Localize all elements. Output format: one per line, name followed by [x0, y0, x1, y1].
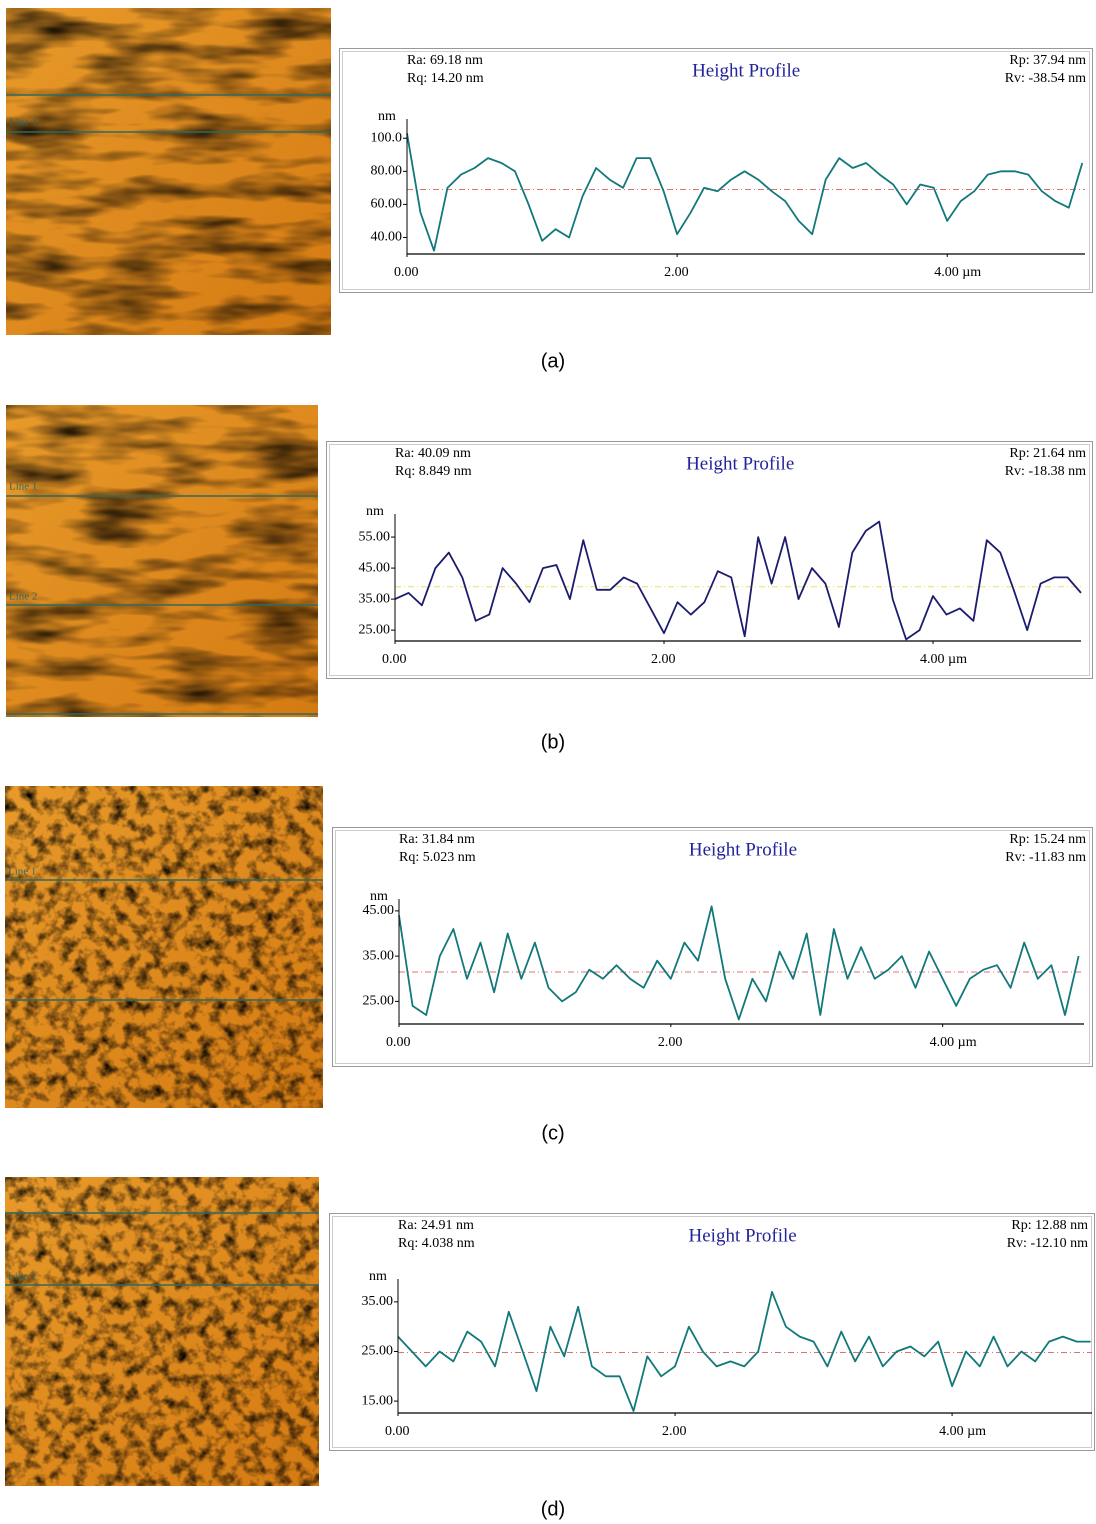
stat-rp: Rp: 21.64 nm [1009, 446, 1086, 461]
afm-texture [6, 405, 318, 717]
stat-ra: Ra: 24.91 nm [398, 1218, 474, 1233]
y-axis-label: nm [370, 889, 388, 904]
stat-ra: Ra: 40.09 nm [395, 446, 471, 461]
y-tick-label: 45.00 [363, 903, 395, 918]
stat-rq: Rq: 8.849 nm [395, 464, 472, 479]
stat-rq: Rq: 4.038 nm [398, 1236, 475, 1251]
y-tick-label: 35.00 [359, 591, 391, 606]
stat-ra: Ra: 31.84 nm [399, 832, 475, 847]
profile-line [394, 520, 1082, 641]
chart-title: Height Profile [692, 60, 800, 81]
y-tick-label: 25.00 [363, 994, 395, 1009]
x-tick-label: 4.00 µm [920, 652, 967, 667]
scan-line-label: Line 1 [8, 866, 36, 878]
chart-title: Height Profile [689, 1225, 797, 1246]
stat-rv: Rv: -38.54 nm [1005, 71, 1086, 86]
stat-rv: Rv: -12.10 nm [1007, 1236, 1088, 1251]
x-tick-label: 2.00 [658, 1035, 683, 1050]
panel-caption: (c) [541, 1122, 564, 1144]
stat-rv: Rv: -18.38 nm [1005, 464, 1086, 479]
y-tick-label: 80.00 [371, 164, 403, 179]
x-tick-label: 0.00 [394, 265, 419, 280]
stat-ra: Ra: 69.18 nm [407, 53, 483, 68]
stat-rv: Rv: -11.83 nm [1005, 850, 1086, 865]
y-tick-label: 35.00 [362, 1294, 394, 1309]
y-tick-label: 15.00 [362, 1393, 394, 1408]
profile-line [406, 133, 1084, 252]
x-tick-label: 0.00 [382, 652, 407, 667]
y-tick-label: 55.00 [359, 529, 391, 544]
stat-rq: Rq: 5.023 nm [399, 850, 476, 865]
y-tick-label: 25.00 [362, 1344, 394, 1359]
chart-frame-inner [329, 444, 1090, 676]
y-tick-label: 60.00 [371, 197, 403, 212]
y-axis-label: nm [378, 109, 396, 124]
x-tick-label: 0.00 [386, 1035, 411, 1050]
y-tick-label: 100.0 [371, 130, 403, 145]
x-tick-label: 4.00 µm [934, 265, 981, 280]
y-tick-label: 35.00 [363, 948, 395, 963]
chart-frame-inner [332, 1216, 1092, 1448]
y-tick-label: 40.00 [371, 230, 403, 245]
profile-line [398, 905, 1080, 1021]
x-tick-label: 2.00 [664, 265, 689, 280]
x-tick-label: 2.00 [662, 1424, 687, 1439]
chart-title: Height Profile [686, 453, 794, 474]
afm-texture [5, 786, 323, 1108]
x-tick-label: 2.00 [651, 652, 676, 667]
chart-frame-inner [342, 51, 1090, 290]
afm-texture [5, 1177, 319, 1486]
y-tick-label: 45.00 [359, 560, 391, 575]
y-tick-label: 25.00 [359, 622, 391, 637]
panel-caption: (a) [541, 350, 565, 372]
chart-title: Height Profile [689, 839, 797, 860]
chart-frame [339, 48, 1093, 293]
scan-line-label: Line 1 [9, 481, 37, 493]
y-axis-label: nm [369, 1269, 387, 1284]
stat-rq: Rq: 14.20 nm [407, 71, 484, 86]
stat-rp: Rp: 15.24 nm [1009, 832, 1086, 847]
scan-line-label: Line 1 [8, 1271, 36, 1283]
chart-frame [329, 1213, 1095, 1451]
chart-frame-inner [335, 830, 1090, 1064]
y-axis-label: nm [366, 504, 384, 519]
scan-line-label: Line 1 [9, 117, 37, 129]
stat-rp: Rp: 12.88 nm [1011, 1218, 1088, 1233]
profile-line [397, 1291, 1091, 1412]
scan-line-label: Line 2 [9, 591, 37, 603]
x-tick-label: 4.00 µm [939, 1424, 986, 1439]
x-tick-label: 0.00 [385, 1424, 410, 1439]
x-tick-label: 4.00 µm [930, 1035, 977, 1050]
panel-caption: (b) [541, 731, 565, 753]
panel-caption: (d) [541, 1498, 565, 1520]
afm-texture [6, 8, 331, 335]
stat-rp: Rp: 37.94 nm [1009, 53, 1086, 68]
chart-frame [326, 441, 1093, 679]
